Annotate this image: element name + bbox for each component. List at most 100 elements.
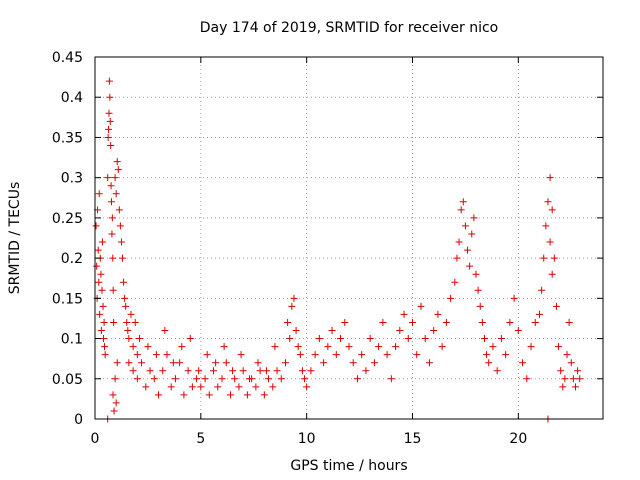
data-point [472, 270, 480, 278]
data-point [254, 359, 262, 367]
data-point [284, 318, 292, 326]
data-point [563, 351, 571, 359]
data-point [107, 182, 115, 190]
data-point [122, 302, 130, 310]
data-point [345, 343, 353, 351]
data-point [292, 327, 300, 335]
data-point [273, 367, 281, 375]
data-point [101, 351, 109, 359]
data-point [311, 351, 319, 359]
data-point [195, 367, 203, 375]
y-tick-label: 0.35 [52, 130, 83, 146]
data-point [404, 335, 412, 343]
chart-title: Day 174 of 2019, SRMTID for receiver nic… [200, 20, 498, 36]
data-point [476, 302, 484, 310]
data-point [478, 318, 486, 326]
data-point [485, 359, 493, 367]
y-tick-label: 0.1 [61, 332, 83, 348]
data-point [370, 359, 378, 367]
data-point [375, 343, 383, 351]
data-point [468, 230, 476, 238]
data-point [239, 367, 247, 375]
data-point [178, 343, 186, 351]
data-point [400, 310, 408, 318]
y-tick-label: 0.15 [52, 291, 83, 307]
data-point [133, 351, 141, 359]
data-point [480, 335, 488, 343]
data-point [98, 238, 106, 246]
data-point [527, 343, 535, 351]
data-point [277, 375, 285, 383]
data-point [421, 335, 429, 343]
data-point [442, 318, 450, 326]
data-point [113, 158, 121, 166]
data-point [110, 318, 118, 326]
data-point [100, 318, 108, 326]
data-point [212, 359, 220, 367]
data-point [461, 222, 469, 230]
y-tick-label: 0.25 [52, 211, 83, 227]
data-point [109, 391, 117, 399]
data-point [129, 343, 137, 351]
data-point [220, 343, 228, 351]
data-point [396, 327, 404, 335]
data-point [159, 367, 167, 375]
data-point [105, 125, 113, 133]
data-point [135, 335, 143, 343]
data-point [387, 375, 395, 383]
data-point [163, 351, 171, 359]
data-point [366, 335, 374, 343]
data-point [447, 294, 455, 302]
data-point [138, 359, 146, 367]
data-point [169, 359, 177, 367]
data-point [383, 351, 391, 359]
data-point [514, 327, 522, 335]
data-point [483, 351, 491, 359]
data-point [536, 310, 543, 318]
data-point [379, 318, 387, 326]
data-point [125, 359, 133, 367]
data-point [144, 343, 152, 351]
data-point [210, 367, 218, 375]
plot-frame [94, 56, 604, 420]
data-point [188, 383, 196, 391]
data-point [455, 238, 463, 246]
data-point [95, 190, 103, 198]
axis-ticks: 0 0.05 0.1 0.15 0.2 0.25 0.3 0.35 0.4 0.45 0 5 10 15 2… [52, 50, 603, 447]
data-point [119, 254, 127, 262]
data-point [180, 391, 188, 399]
data-point [574, 367, 582, 375]
data-point [121, 294, 129, 302]
data-point [171, 375, 179, 383]
data-point [108, 230, 116, 238]
data-point [105, 77, 113, 85]
data-point [474, 286, 482, 294]
data-point [98, 286, 106, 294]
data-point [523, 375, 531, 383]
data-point [409, 318, 416, 326]
data-point [430, 327, 438, 335]
data-point [262, 367, 270, 375]
data-point [260, 391, 268, 399]
data-point [101, 343, 109, 351]
data-point [438, 343, 446, 351]
data-point [111, 375, 119, 383]
data-point [502, 351, 510, 359]
data-point [109, 286, 117, 294]
x-tick-label: 0 [91, 431, 100, 447]
data-point [555, 343, 563, 351]
data-point [99, 302, 107, 310]
data-point [184, 367, 192, 375]
data-point [176, 359, 184, 367]
data-point [269, 383, 277, 391]
data-point [125, 335, 133, 343]
data-point [557, 367, 565, 375]
data-point [114, 166, 122, 174]
data-point [167, 383, 175, 391]
data-point [307, 367, 315, 375]
data-point [567, 359, 575, 367]
data-point [146, 367, 154, 375]
data-point [466, 262, 474, 270]
data-point [559, 383, 567, 391]
